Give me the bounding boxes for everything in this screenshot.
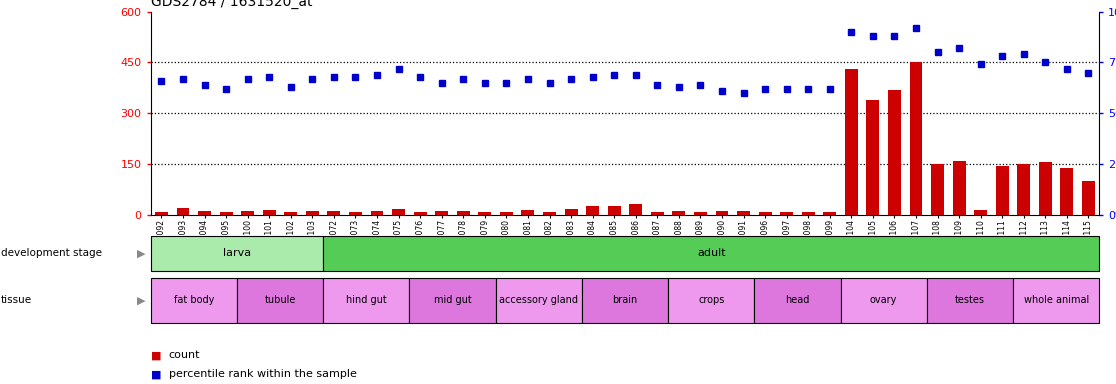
Bar [840, 278, 926, 323]
Bar [651, 212, 664, 215]
Bar [306, 211, 319, 215]
Text: testes: testes [955, 295, 985, 306]
Bar [176, 208, 190, 215]
Bar [1060, 167, 1074, 215]
Bar [155, 212, 167, 215]
Bar [414, 212, 426, 215]
Bar [410, 278, 496, 323]
Bar [888, 89, 901, 215]
Text: accessory gland: accessory gland [499, 295, 578, 306]
Bar [910, 62, 923, 215]
Text: adult: adult [696, 248, 725, 258]
Bar [151, 278, 237, 323]
Bar [262, 210, 276, 215]
Text: hind gut: hind gut [346, 295, 386, 306]
Bar [327, 211, 340, 215]
Bar [543, 212, 556, 215]
Bar [953, 161, 965, 215]
Bar [1013, 278, 1099, 323]
Text: head: head [786, 295, 809, 306]
Bar [824, 212, 836, 215]
Bar [199, 211, 211, 215]
Bar [237, 278, 324, 323]
Text: ■: ■ [151, 350, 161, 360]
Text: crops: crops [698, 295, 724, 306]
Bar [241, 211, 254, 215]
Text: brain: brain [613, 295, 637, 306]
Text: tissue: tissue [1, 295, 32, 306]
Bar [500, 212, 513, 215]
Bar [715, 211, 729, 215]
Text: percentile rank within the sample: percentile rank within the sample [169, 369, 356, 379]
Bar [479, 212, 491, 215]
Text: ▶: ▶ [136, 248, 145, 258]
Bar [220, 212, 232, 215]
Text: ▶: ▶ [136, 295, 145, 306]
Bar [1039, 162, 1052, 215]
Bar [931, 164, 944, 215]
Bar [151, 236, 324, 271]
Bar [456, 211, 470, 215]
Bar [845, 69, 858, 215]
Bar [801, 212, 815, 215]
Bar [324, 236, 1099, 271]
Text: larva: larva [223, 248, 251, 258]
Bar [608, 205, 620, 215]
Bar [974, 210, 988, 215]
Bar [754, 278, 840, 323]
Bar [521, 210, 535, 215]
Bar [668, 278, 754, 323]
Bar [1083, 181, 1095, 215]
Text: mid gut: mid gut [434, 295, 471, 306]
Bar [629, 204, 642, 215]
Bar [694, 212, 706, 215]
Text: count: count [169, 350, 200, 360]
Bar [780, 212, 793, 215]
Text: ovary: ovary [870, 295, 897, 306]
Bar [349, 212, 362, 215]
Bar [435, 211, 449, 215]
Text: tubule: tubule [264, 295, 296, 306]
Bar [392, 209, 405, 215]
Bar [759, 212, 771, 215]
Bar [672, 211, 685, 215]
Bar [324, 278, 410, 323]
Bar [285, 212, 297, 215]
Bar [565, 209, 578, 215]
Bar [581, 278, 668, 323]
Bar [586, 206, 599, 215]
Bar [496, 278, 581, 323]
Bar [737, 211, 750, 215]
Bar [995, 166, 1009, 215]
Bar [866, 100, 879, 215]
Text: ■: ■ [151, 369, 161, 379]
Bar [371, 211, 384, 215]
Bar [926, 278, 1013, 323]
Text: development stage: development stage [1, 248, 103, 258]
Bar [1018, 164, 1030, 215]
Text: fat body: fat body [174, 295, 214, 306]
Text: GDS2784 / 1631520_at: GDS2784 / 1631520_at [151, 0, 312, 9]
Text: whole animal: whole animal [1023, 295, 1089, 306]
